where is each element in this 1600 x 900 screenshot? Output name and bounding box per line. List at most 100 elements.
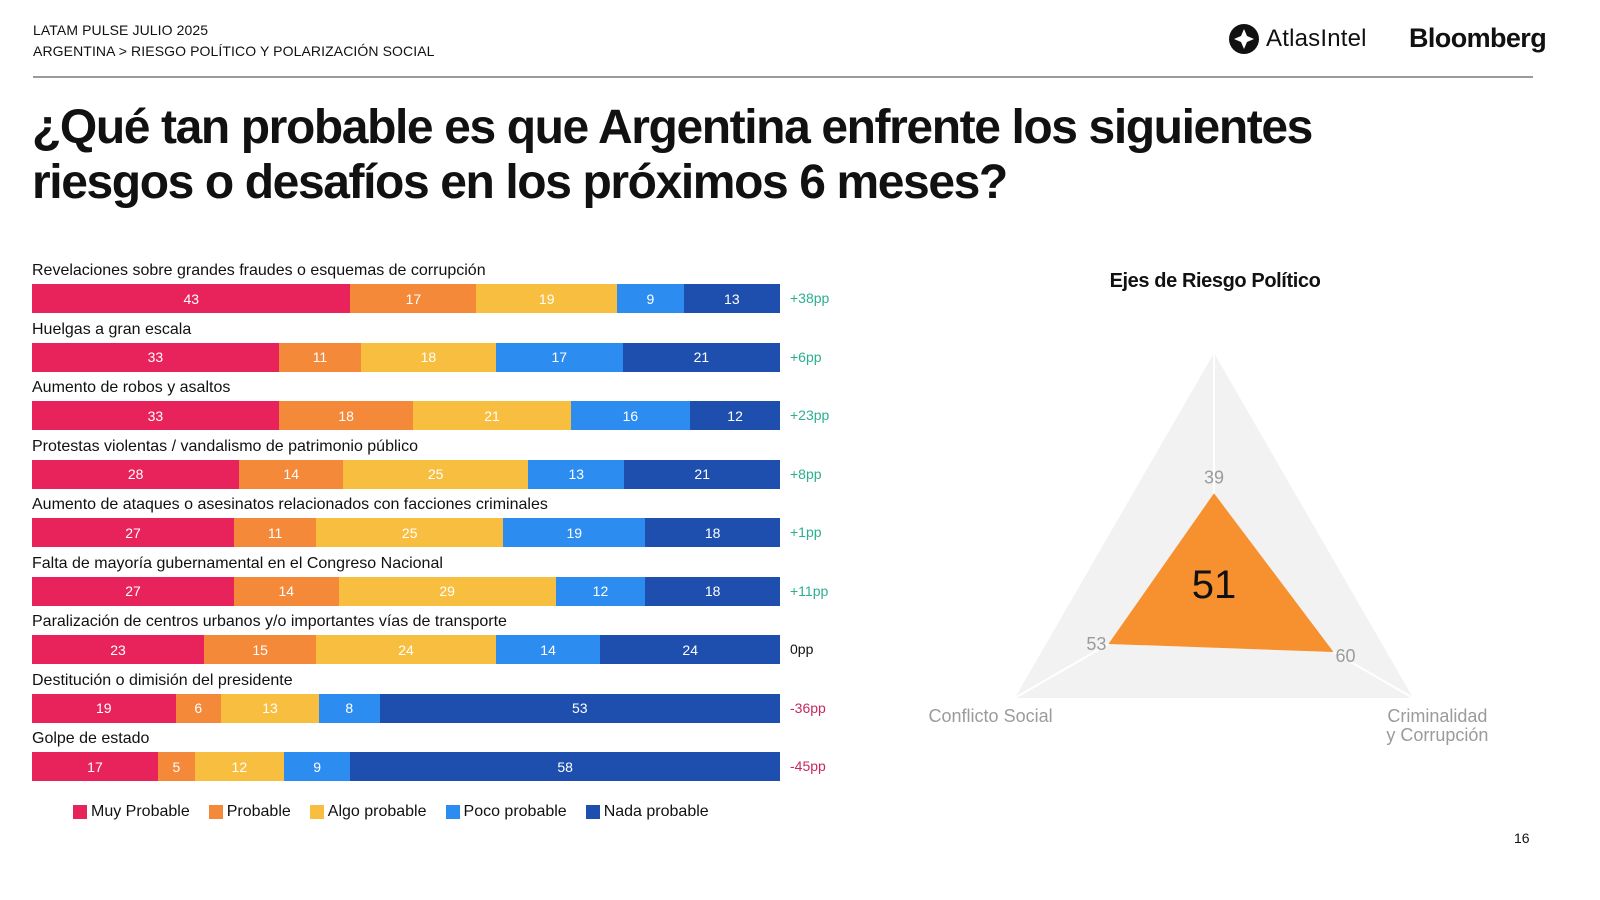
bar-segment: 6: [175, 693, 221, 723]
legend-item: Nada probable: [585, 803, 709, 821]
bar-segment: 27: [32, 518, 234, 547]
legend-swatch: [73, 805, 87, 819]
bar-segment: 9: [617, 284, 684, 313]
bar-segment: 19: [32, 693, 176, 723]
net-difference: +23pp: [790, 407, 830, 423]
report-name: LATAM PULSE JULIO 2025: [33, 22, 209, 38]
bar-segment: 29: [338, 576, 556, 606]
net-difference: +11pp: [790, 582, 829, 599]
bar-segment: 18: [645, 518, 780, 547]
bar-segment: 12: [690, 401, 780, 430]
bar-segment: 58: [350, 752, 780, 781]
bar-segment: 14: [233, 576, 339, 606]
net-difference: +6pp: [790, 348, 822, 365]
atlasintel-logo: AtlasIntel: [1228, 22, 1367, 56]
bar-segment: 13: [220, 693, 320, 723]
category-label: Golpe de estado: [32, 730, 150, 747]
legend-label: Algo probable: [327, 803, 427, 820]
legend-swatch: [309, 805, 324, 819]
legend-label: Nada probable: [603, 803, 709, 820]
legend-label: Poco probable: [463, 803, 567, 820]
bar-segment: 5: [157, 752, 195, 781]
bloomberg-logo: Bloomberg: [1409, 23, 1547, 53]
net-difference: +38pp: [790, 290, 830, 306]
bar-segment: 24: [600, 635, 780, 664]
radar-chart: 39 60 53 51 Inestabilidad Institucional Crimi…: [929, 330, 1489, 745]
net-difference: +8pp: [790, 465, 822, 482]
bar-segment: 25: [343, 459, 529, 489]
category-label: Destitución o dimisión del presidente: [32, 671, 293, 689]
radar-axis-label: Conflicto Social: [929, 706, 1053, 726]
bar-segment: 21: [624, 459, 780, 489]
bar-segment: 27: [32, 576, 234, 606]
radar-value-area: [1108, 493, 1334, 652]
bar-segment: 33: [32, 401, 279, 430]
bar-segment: 33: [32, 342, 279, 372]
bar-segment: 8: [319, 693, 380, 723]
bar-segment: 43: [32, 284, 351, 313]
atlasintel-logo-text: AtlasIntel: [1266, 25, 1367, 52]
legend-label: Probable: [226, 803, 291, 820]
bar-segment: 17: [495, 342, 623, 372]
header-divider: [33, 76, 1533, 78]
bar-segment: 18: [645, 576, 780, 606]
legend-swatch: [585, 805, 600, 819]
bar-segment: 21: [413, 401, 571, 430]
page-number: 16: [1514, 830, 1530, 846]
category-label: Revelaciones sobre grandes fraudes o esq…: [32, 262, 486, 279]
bar-segment: 16: [570, 401, 691, 430]
category-label: Aumento de robos y asaltos: [32, 379, 231, 396]
legend-label: Muy Probable: [91, 803, 190, 820]
stacked-bar: 27 11 25 19 18: [32, 518, 780, 547]
bar-segment: 11: [278, 342, 362, 372]
bar-segment: 21: [622, 342, 780, 372]
bar-segment: 11: [233, 518, 317, 547]
radar-axis-label: Criminalidad y Corrupción: [1386, 706, 1488, 745]
bar-segment: 18: [361, 342, 496, 372]
bar-segment: 14: [239, 459, 344, 489]
category-label: Paralización de centros urbanos y/o impo…: [32, 613, 507, 630]
radar-axis-value: 39: [1204, 467, 1224, 487]
bar-segment: 53: [379, 693, 780, 723]
stacked-bar: 43 17 19 9 13: [32, 284, 780, 313]
bar-segment: 17: [32, 752, 158, 781]
stacked-bar: 33 11 18 17 21: [32, 342, 780, 372]
net-difference: -36pp: [790, 699, 826, 716]
bar-segment: 19: [476, 284, 618, 313]
page-title: ¿Qué tan probable es que Argentina enfre…: [32, 101, 1313, 209]
bar-segment: 25: [316, 518, 504, 547]
stacked-bar: 17 5 12 9 58: [32, 752, 780, 781]
bar-segment: 15: [204, 635, 317, 664]
bar-chart-legend: Muy Probable Probable Algo probable Poco pr…: [73, 803, 709, 821]
category-label: Falta de mayoría gubernamental en el Con…: [32, 554, 443, 572]
bar-segment: 13: [683, 284, 780, 313]
bar-segment: 24: [316, 635, 496, 664]
legend-item: Muy Probable: [73, 803, 190, 821]
legend-item: Probable: [208, 803, 291, 821]
breadcrumb: ARGENTINA > RIESGO POLÍTICO Y POLARIZACI…: [33, 43, 435, 59]
net-difference: 0pp: [790, 641, 814, 657]
radar-axis-value: 53: [1086, 634, 1106, 654]
bar-segment: 14: [495, 635, 601, 664]
net-difference: -45pp: [790, 758, 826, 774]
radar-axis-value: 60: [1335, 646, 1355, 666]
bar-segment: 17: [350, 284, 477, 313]
bar-segment: 18: [278, 401, 414, 430]
legend-swatch: [445, 805, 460, 819]
category-label: Aumento de ataques o asesinatos relacion…: [32, 496, 548, 513]
stacked-bar: 33 18 21 16 12: [32, 401, 780, 430]
bar-segment: 28: [32, 459, 240, 489]
radar-center-value: 51: [1192, 563, 1237, 607]
legend-swatch: [208, 805, 223, 819]
stacked-bar: 23 15 24 14 24: [32, 635, 780, 664]
radar-axis-label: Inestabilidad Institucional: [1113, 330, 1314, 331]
legend-item: Algo probable: [309, 803, 427, 821]
bar-segment: 13: [528, 459, 625, 489]
bar-segment: 12: [555, 576, 646, 606]
stacked-bar: 28 14 25 13 21: [32, 459, 780, 489]
legend-item: Poco probable: [445, 803, 567, 821]
bar-segment: 12: [194, 752, 284, 781]
bar-segment: 23: [32, 635, 205, 664]
category-label: Protestas violentas / vandalismo de patr…: [32, 437, 418, 455]
radar-title: Ejes de Riesgo Político: [1109, 270, 1321, 292]
